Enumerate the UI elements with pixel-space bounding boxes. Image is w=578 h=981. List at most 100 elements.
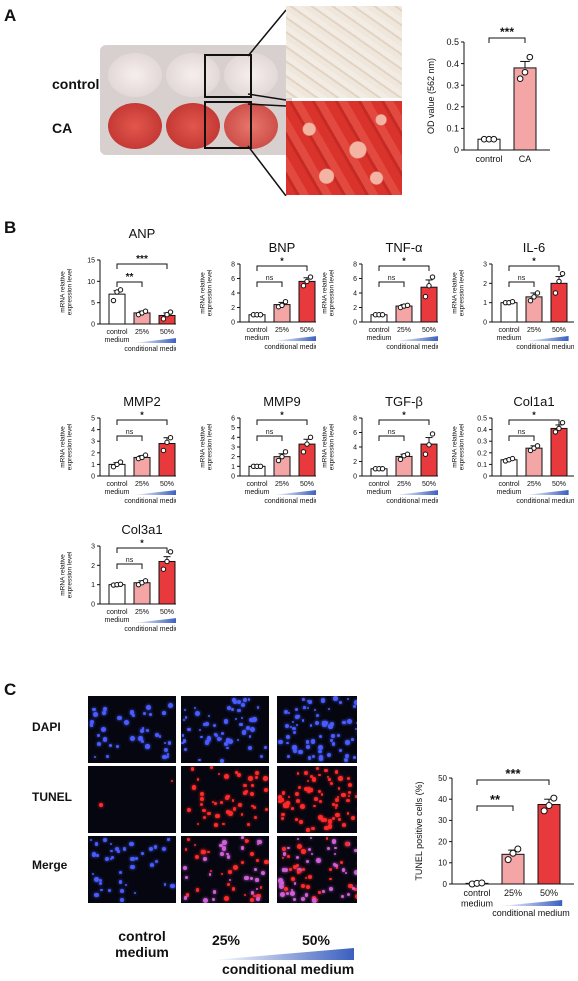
cell-nucleus: [302, 707, 305, 710]
data-point: [164, 311, 170, 318]
row-label-dapi: DAPI: [32, 720, 61, 734]
y-tick-label: 5: [91, 300, 95, 307]
data-point: [509, 455, 516, 462]
cell-nucleus: [226, 794, 230, 799]
y-tick-label: 20: [438, 837, 447, 846]
y-axis-label: mRNA relativeexpression level: [321, 269, 335, 316]
cell-nucleus: [288, 795, 291, 799]
cell-nucleus: [305, 860, 309, 864]
cell-nucleus: [287, 754, 290, 758]
cell-nucleus: [277, 739, 283, 745]
significance-bracket: [508, 435, 535, 441]
tnfa-chart: TNF-α mRNA relativeexpression level 0 2 4 6 8 c…: [321, 240, 438, 351]
gradient-wedge: [132, 618, 176, 623]
bar: [420, 443, 438, 477]
data-point: [545, 802, 553, 810]
cell-nucleus: [108, 744, 112, 747]
zoom-box-ca: [204, 101, 252, 149]
group-label: conditional medium: [386, 344, 438, 351]
group-label: conditional medium: [264, 498, 316, 505]
cell-nucleus: [238, 802, 243, 807]
cell-nucleus: [183, 718, 186, 722]
cell-nucleus: [309, 724, 313, 727]
cell-nucleus: [167, 838, 170, 841]
cell-nucleus: [145, 744, 150, 749]
cell-nucleus: [331, 734, 336, 739]
cell-nucleus: [294, 707, 299, 711]
significance-bracket: [116, 563, 143, 569]
cell-nucleus: [104, 856, 109, 861]
data-point: [490, 135, 498, 143]
cell-nucleus: [263, 776, 268, 781]
cell-nucleus: [333, 863, 338, 868]
cell-nucleus: [243, 698, 247, 702]
cell-nucleus: [93, 712, 99, 718]
cell-nucleus: [163, 748, 168, 753]
cell-nucleus: [206, 811, 211, 816]
cell-nucleus: [352, 887, 356, 891]
cell-nucleus: [346, 799, 350, 803]
cell-nucleus: [281, 812, 286, 817]
cell-nucleus: [220, 758, 225, 763]
significance-bracket: [378, 435, 405, 441]
cell-nucleus: [301, 719, 305, 722]
cell-nucleus: [234, 770, 238, 774]
cell-nucleus: [251, 784, 254, 787]
cell-nucleus: [304, 877, 307, 880]
cell-nucleus: [282, 846, 286, 851]
cell-nucleus: [317, 891, 321, 895]
cell-nucleus: [204, 739, 210, 745]
cell-nucleus: [353, 756, 356, 759]
mmp9-chart: MMP9 mRNA relativeexpression level 0 1 2 3 4 5 6…: [199, 394, 316, 505]
cell-nucleus: [355, 795, 357, 799]
cell-nucleus: [130, 856, 135, 862]
cell-nucleus: [250, 852, 255, 857]
cell-nucleus: [311, 895, 316, 900]
cell-nucleus: [293, 898, 296, 901]
data-point: [429, 431, 436, 437]
significance-bracket: [508, 265, 560, 271]
group-label: conditional medium: [124, 346, 176, 353]
data-point: [304, 278, 310, 285]
cell-nucleus: [290, 876, 295, 881]
cell-nucleus: [354, 893, 357, 899]
ca-micrograph: [286, 101, 402, 195]
cell-nucleus: [293, 882, 297, 885]
significance-label: ns: [388, 275, 396, 282]
cell-nucleus: [96, 854, 99, 857]
significance-bracket: [488, 37, 526, 43]
data-point: [257, 463, 264, 470]
fluorescence-image: [181, 836, 269, 903]
significance-bracket: [508, 419, 560, 425]
y-axis-label: mRNA relativeexpression level: [451, 423, 465, 470]
cell-nucleus: [319, 735, 323, 739]
data-point: [160, 316, 167, 322]
y-tick-label: 8: [353, 415, 357, 422]
cell-nucleus: [331, 816, 336, 821]
y-axis-label: mRNA relativeexpression level: [59, 551, 73, 598]
data-point: [526, 53, 534, 61]
cell-nucleus: [226, 746, 230, 750]
cell-nucleus: [167, 703, 173, 709]
cell-nucleus: [253, 816, 258, 820]
y-tick-label: 0: [443, 880, 448, 889]
data-point: [534, 290, 541, 296]
panel-b-letter: B: [4, 218, 17, 237]
cell-nucleus: [183, 748, 188, 752]
y-axis-label: mRNA relativeexpression level: [199, 423, 213, 470]
cell-nucleus: [200, 797, 205, 802]
data-point: [160, 566, 167, 572]
x-tick-label: 50%: [552, 327, 566, 334]
y-tick-label: 0.1: [446, 124, 459, 134]
data-point: [257, 312, 264, 318]
cell-nucleus: [224, 774, 229, 779]
gradient-wedge: [524, 490, 569, 495]
cell-nucleus: [212, 801, 215, 804]
gradient-wedge: [272, 336, 316, 341]
significance-bracket: [378, 265, 430, 271]
y-tick-label: 8: [353, 261, 357, 268]
cell-nucleus: [296, 870, 301, 874]
cell-nucleus: [221, 732, 225, 736]
cell-nucleus: [309, 788, 314, 792]
cell-nucleus: [106, 754, 110, 758]
